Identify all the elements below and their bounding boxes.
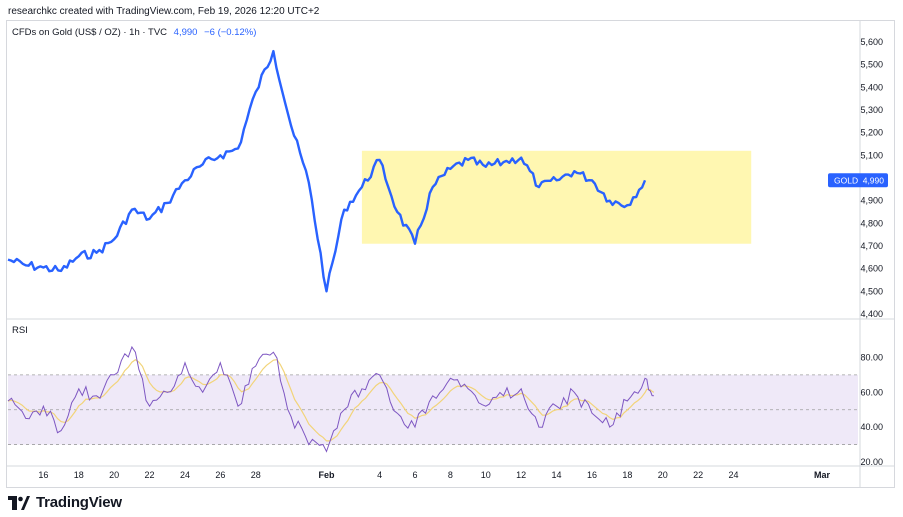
time-tick-label: Feb [319, 470, 336, 480]
rsi-tick-label: 80.00 [860, 352, 883, 362]
time-tick-label: 22 [145, 470, 155, 480]
time-tick-label: 16 [38, 470, 48, 480]
price-tick-label: 4,800 [860, 218, 883, 228]
time-tick-label: 6 [412, 470, 417, 480]
price-tick-label: 4,400 [860, 309, 883, 319]
rsi-tick-label: 40.00 [860, 422, 883, 432]
price-tick-label: 5,600 [860, 37, 883, 47]
price-tick-label: 5,400 [860, 82, 883, 92]
price-tick-label: 5,200 [860, 128, 883, 138]
price-tick-label: 4,700 [860, 241, 883, 251]
rsi-tick-label: 20.00 [860, 457, 883, 467]
tradingview-brand[interactable]: TradingView [8, 494, 122, 511]
chart-frame [6, 20, 895, 488]
time-tick-label: 28 [251, 470, 261, 480]
symbol-description[interactable]: CFDs on Gold (US$ / OZ) · 1h · TVC [12, 27, 168, 38]
price-tick-label: 5,500 [860, 60, 883, 70]
time-tick-label: 20 [109, 470, 119, 480]
price-tick-label: 5,300 [860, 105, 883, 115]
time-tick-label: 24 [729, 470, 739, 480]
rsi-indicator-label[interactable]: RSI [12, 325, 28, 336]
rsi-ma-line[interactable] [7, 358, 655, 442]
time-tick-label: 20 [658, 470, 668, 480]
tradingview-logo-icon [8, 495, 30, 510]
time-tick-label: 18 [74, 470, 84, 480]
price-change: −6 (−0.12%) [204, 27, 257, 38]
time-tick-label: Mar [814, 470, 831, 480]
range-box[interactable] [361, 150, 752, 244]
last-price-tag-symbol: GOLD [834, 175, 858, 185]
time-tick-label: 8 [448, 470, 453, 480]
time-tick-label: 4 [377, 470, 382, 480]
price-tick-label: 4,900 [860, 196, 883, 206]
time-tick-label: 18 [622, 470, 632, 480]
last-price-tag-value: 4,990 [863, 175, 885, 185]
rsi-tick-label: 60.00 [860, 387, 883, 397]
price-tick-label: 5,100 [860, 150, 883, 160]
time-tick-label: 16 [587, 470, 597, 480]
time-tick-label: 24 [180, 470, 190, 480]
price-series-line[interactable] [7, 49, 647, 293]
chart-credit: researchkc created with TradingView.com,… [8, 6, 320, 17]
time-tick-label: 22 [693, 470, 703, 480]
time-tick-label: 14 [552, 470, 562, 480]
symbol-legend[interactable]: CFDs on Gold (US$ / OZ) · 1h · TVC 4,990… [12, 27, 256, 38]
price-tick-label: 4,500 [860, 286, 883, 296]
last-price-tag [828, 173, 888, 188]
time-tick-label: 10 [481, 470, 491, 480]
time-tick-label: 12 [516, 470, 526, 480]
brand-name: TradingView [36, 494, 122, 511]
price-tick-label: 4,600 [860, 264, 883, 274]
rsi-line[interactable] [7, 345, 654, 453]
last-price: 4,990 [173, 27, 198, 38]
time-tick-label: 26 [215, 470, 225, 480]
